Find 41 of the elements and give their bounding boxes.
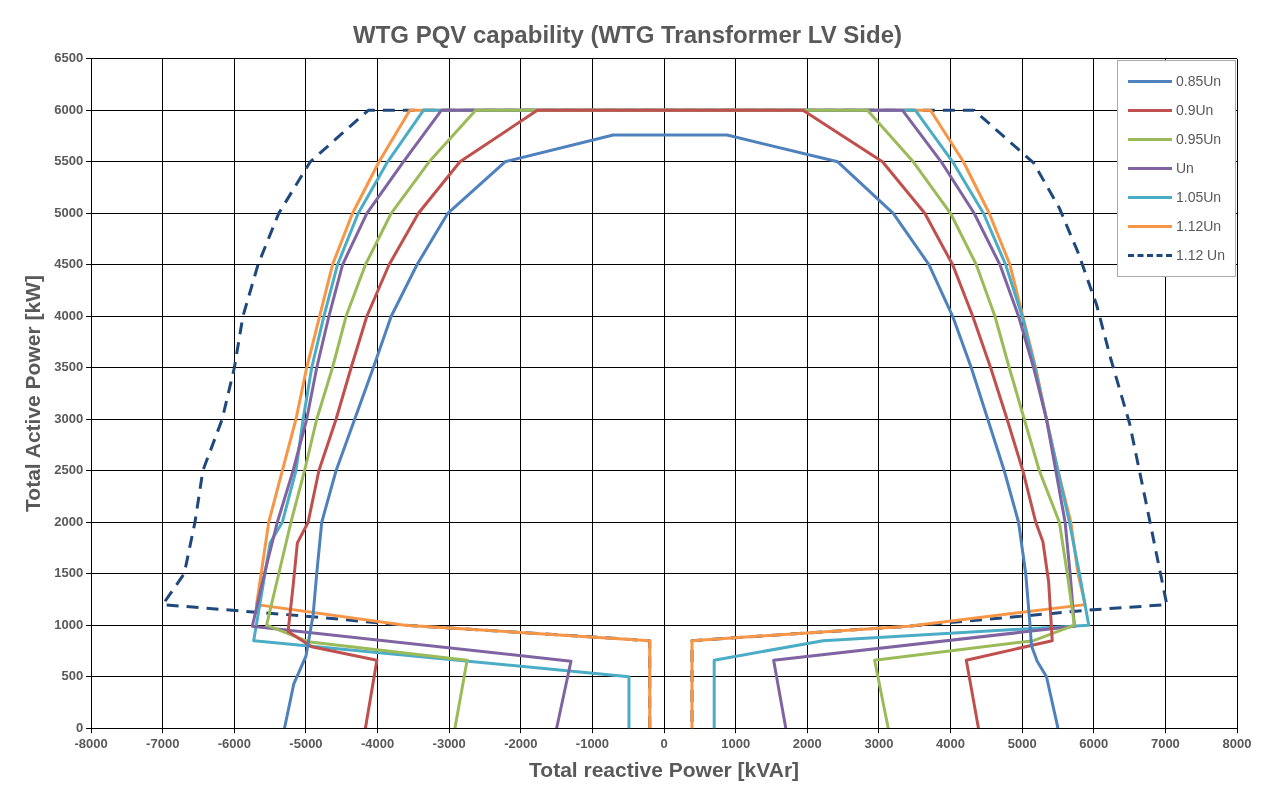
- x-tick-label: -6000: [217, 735, 251, 751]
- x-tick-label: -3000: [432, 735, 466, 751]
- x-tick-label: -2000: [504, 735, 538, 751]
- x-tick-label: 4000: [936, 735, 965, 751]
- y-tick-label: 6000: [54, 101, 84, 117]
- y-tick-label: 5000: [54, 204, 84, 220]
- legend-label: 1.05Un: [1175, 189, 1222, 206]
- x-tick-label: -8000: [74, 735, 108, 751]
- x-tick-label: 5000: [1007, 735, 1037, 751]
- legend-label: 1.12Un: [1175, 218, 1222, 235]
- y-axis-title: Total Active Power [kW]: [21, 275, 45, 512]
- y-tick-label: 500: [61, 668, 84, 684]
- y-tick-label: 4500: [54, 256, 84, 272]
- x-tick-label: -5000: [289, 735, 323, 751]
- legend-label: 0.9Un: [1175, 102, 1214, 119]
- legend-label: 0.85Un: [1175, 73, 1222, 90]
- x-tick-label: 1000: [721, 735, 751, 751]
- legend-label: Un: [1175, 160, 1194, 177]
- y-tick-label: 3500: [54, 359, 84, 375]
- x-tick-label: -7000: [146, 735, 180, 751]
- x-tick-label: 6000: [1079, 735, 1109, 751]
- y-tick-label: 2500: [54, 462, 84, 478]
- y-tick-label: 3000: [54, 410, 84, 426]
- x-tick-label: 3000: [864, 735, 894, 751]
- chart-title: WTG PQV capability (WTG Transformer LV Side): [353, 21, 902, 49]
- x-tick-label: -1000: [575, 735, 610, 751]
- y-tick-label: 6500: [54, 50, 84, 66]
- legend-label: 1.12 Un: [1175, 247, 1225, 264]
- x-tick-label: 2000: [792, 735, 822, 751]
- x-tick-label: 8000: [1222, 735, 1252, 751]
- x-tick-label: -4000: [360, 735, 395, 751]
- legend-label: 0.95Un: [1175, 131, 1222, 148]
- y-tick-label: 2000: [54, 513, 84, 529]
- x-tick-label: 7000: [1150, 735, 1180, 751]
- y-tick-label: 0: [75, 719, 84, 735]
- y-tick-label: 1500: [54, 565, 84, 581]
- y-tick-label: 1000: [54, 616, 84, 632]
- x-axis-title: Total reactive Power [kVAr]: [529, 758, 800, 782]
- x-tick-label: 0: [660, 735, 668, 751]
- y-tick-label: 5500: [54, 153, 84, 169]
- y-tick-label: 4000: [54, 307, 84, 323]
